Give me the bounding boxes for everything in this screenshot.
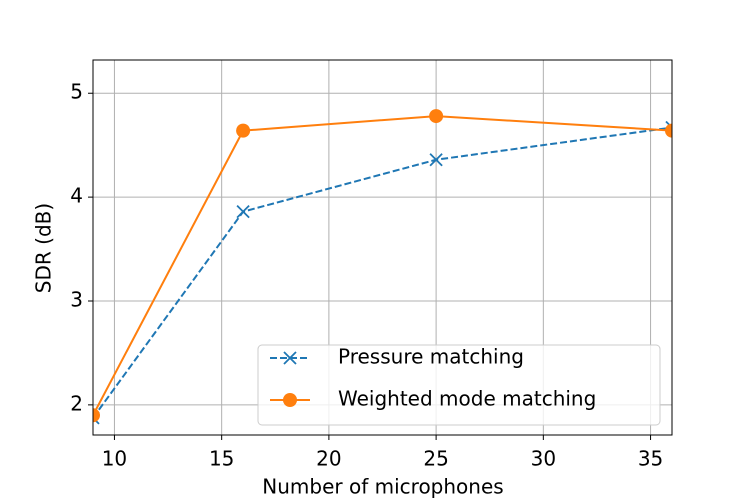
x-tick-label: 25 — [423, 447, 448, 471]
marker — [93, 408, 100, 423]
y-tick-label: 5 — [70, 80, 83, 104]
y-tick-label: 2 — [70, 391, 83, 415]
marker — [283, 351, 297, 365]
legend-box — [257, 344, 661, 426]
marker — [429, 153, 443, 167]
legend: Pressure matching Weighted mode matching — [257, 344, 661, 426]
series-line — [93, 126, 672, 419]
x-axis-label: Number of microphones — [262, 475, 503, 498]
marker — [236, 123, 251, 138]
legend-label: Weighted mode matching — [338, 387, 596, 411]
plot-area — [93, 109, 672, 425]
x-tick-label: 10 — [102, 447, 127, 471]
marker — [429, 109, 444, 124]
x-tick-label: 30 — [531, 447, 556, 471]
x-tick-label: 20 — [316, 447, 341, 471]
series-line — [93, 115, 672, 416]
y-axis-label: SDR (dB) — [32, 203, 56, 293]
marker — [665, 123, 672, 138]
marker — [283, 393, 297, 407]
axes-frame — [92, 59, 673, 436]
legend-label: Pressure matching — [338, 345, 524, 369]
x-tick-label: 15 — [209, 447, 234, 471]
x-tick-label: 35 — [638, 447, 663, 471]
marker — [236, 205, 250, 219]
y-tick-label: 3 — [70, 287, 83, 311]
y-tick-label: 4 — [70, 184, 83, 208]
